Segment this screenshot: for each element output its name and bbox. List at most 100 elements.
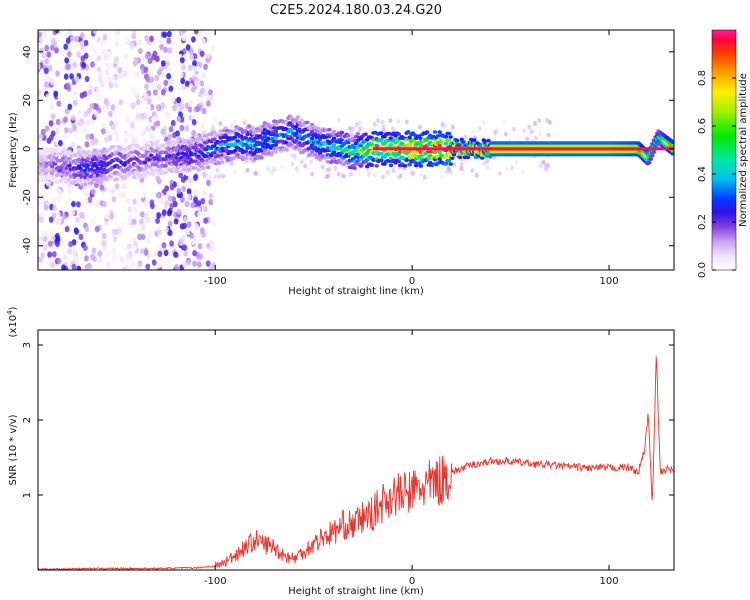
spectrogram-speckle	[203, 63, 208, 70]
spectrogram-speckle	[481, 120, 486, 125]
spectrogram-speckle	[176, 208, 182, 215]
spectrogram-speckle	[169, 78, 175, 85]
spectrogram-ridge-cell	[183, 138, 189, 143]
spectrogram-speckle	[94, 226, 100, 233]
spectrogram-speckle	[41, 52, 47, 59]
spectrogram-speckle	[55, 211, 61, 218]
spectrogram-speckle	[327, 167, 331, 172]
spectrogram-ridge-cell	[309, 149, 315, 154]
spectrogram-ridge-cell	[193, 139, 198, 143]
spectrogram-speckle	[150, 202, 155, 210]
spectrogram-speckle	[79, 211, 84, 219]
spectrogram-speckle	[44, 125, 50, 132]
spectrogram-speckle	[125, 197, 131, 204]
spectrogram-speckle	[101, 233, 107, 240]
spectrogram-speckle	[441, 123, 446, 128]
spectrogram-ridge-cell	[388, 149, 394, 154]
spectrogram-ridge-cell	[142, 146, 148, 151]
spectrogram-speckle	[168, 85, 174, 92]
spectrogram-speckle	[166, 73, 172, 80]
spectrogram-speckle	[201, 241, 207, 249]
spectrogram-speckle	[201, 72, 207, 79]
spectrogram-speckle	[156, 83, 162, 91]
spectrogram-speckle	[118, 99, 124, 106]
spectrogram-speckle	[189, 232, 195, 239]
spectrogram-speckle	[197, 261, 202, 268]
spectrogram-speckle	[147, 130, 153, 137]
spectrogram-speckle	[194, 80, 200, 87]
spectrogram-ridge-cell	[53, 148, 58, 152]
spectrogram-speckle	[127, 243, 132, 250]
spectrogram-speckle	[72, 99, 78, 107]
spectrogram-ridge-cell	[239, 134, 244, 138]
spectrogram-speckle	[172, 200, 178, 208]
spectrogram-speckle	[157, 250, 163, 257]
spectrogram-ridge-cell	[448, 135, 453, 139]
spectrogram-speckle	[188, 177, 194, 184]
spectrogram-ridge-cell	[424, 130, 430, 134]
spectrogram-speckle	[130, 136, 136, 144]
spectrogram-speckle	[101, 191, 106, 198]
spectrogram-ridge-cell	[212, 137, 217, 141]
spectrogram-speckle	[64, 225, 70, 233]
spectrogram-speckle	[82, 127, 88, 134]
snr-marks	[38, 356, 674, 570]
spectrogram-speckle	[64, 57, 70, 64]
spectrogram-speckle	[470, 129, 475, 135]
spectrogram-ridge-cell	[62, 147, 67, 152]
spectrogram-speckle	[181, 185, 187, 193]
spectrogram-speckle	[170, 119, 176, 127]
spectrogram-speckle	[178, 71, 184, 78]
spectrogram-ridge-cell	[147, 172, 152, 176]
spectrogram-ridge-cell	[83, 182, 88, 186]
spectrogram-ridge-cell	[316, 126, 321, 131]
spectrogram-speckle	[342, 173, 346, 179]
spectrogram-xtick-label: -100	[204, 276, 227, 287]
spectrogram-speckle	[381, 124, 386, 130]
spectrogram-speckle	[208, 199, 214, 206]
spectrogram-speckle	[351, 126, 356, 132]
spectrogram-speckle	[183, 216, 188, 223]
spectrogram-speckle	[533, 121, 538, 126]
spectrogram-speckle	[183, 250, 189, 257]
spectrogram-speckle	[410, 171, 415, 177]
spectrogram-speckle	[160, 60, 166, 67]
spectrogram-speckle	[63, 73, 69, 80]
spectrogram-speckle	[122, 246, 128, 253]
spectrogram-speckle	[167, 229, 173, 236]
spectrogram-speckle	[199, 227, 205, 234]
spectrogram-ridge-cell	[396, 159, 401, 164]
spectrogram-speckle	[145, 76, 151, 83]
spectrogram-ridge-cell	[239, 140, 244, 145]
spectrogram-speckle	[502, 119, 507, 125]
spectrogram-speckle	[179, 57, 185, 64]
spectrogram-ridge-cell	[262, 121, 267, 125]
spectrogram-ridge-cell	[480, 156, 485, 160]
spectrogram-ridge-cell	[331, 150, 337, 154]
spectrogram-speckle	[396, 119, 401, 124]
spectrogram-speckle	[139, 248, 145, 255]
spectrogram-speckle	[95, 200, 100, 207]
spectrogram-speckle	[68, 241, 73, 248]
spectrogram-ridge-cell	[273, 122, 279, 127]
spectrogram-speckle	[145, 53, 150, 60]
spectrogram-ridge-cell	[418, 164, 423, 168]
colorbar-tick-label: 0.4	[697, 166, 708, 182]
spectrogram-speckle	[211, 101, 217, 108]
spectrogram-speckle	[174, 264, 179, 270]
spectrogram-speckle	[505, 166, 510, 172]
spectrogram-speckle	[137, 39, 143, 46]
spectrogram-speckle	[48, 216, 54, 223]
spectrogram-speckle	[134, 228, 140, 236]
spectrogram-speckle	[547, 119, 552, 125]
spectrogram-speckle	[195, 65, 200, 72]
spectrogram-ridge-cell	[451, 152, 457, 157]
spectrogram-speckle	[143, 249, 149, 256]
spectrogram-speckle	[203, 217, 209, 224]
spectrogram-ridge-cell	[153, 142, 159, 146]
spectrogram-speckle	[140, 192, 146, 199]
spectrogram-speckle	[62, 132, 68, 140]
spectrogram-speckle	[46, 51, 52, 58]
colorbar-ticks: 0.0 0.2 0.4 0.6 0.8	[697, 70, 736, 278]
spectrogram-ridge-cell	[248, 129, 253, 134]
